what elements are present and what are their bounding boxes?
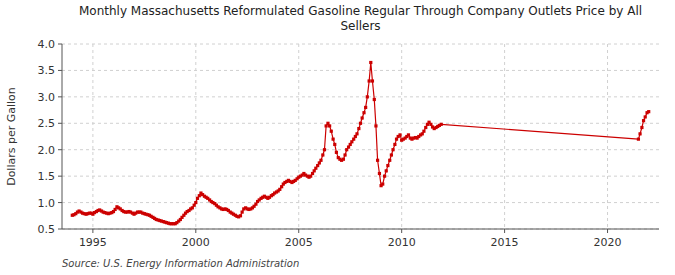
y-axis-label: Dollars per Gallon (5, 87, 18, 186)
x-tick (92, 229, 93, 233)
source-note: Source: U.S. Energy Information Administ… (62, 258, 299, 269)
y-tick-label: 1.0 (38, 197, 56, 210)
y-tick-label: 2.0 (38, 144, 56, 157)
y-tick-label: 1.5 (38, 170, 56, 183)
data-point (335, 151, 338, 154)
x-tick-label: 2015 (491, 236, 519, 249)
y-tick-label: 3.0 (38, 91, 56, 104)
x-tick (401, 229, 402, 233)
data-point (398, 133, 401, 136)
data-point (355, 132, 358, 135)
y-tick (58, 202, 62, 203)
x-axis-line (62, 229, 659, 230)
data-point (391, 148, 394, 151)
data-point (647, 110, 650, 113)
grid (62, 44, 659, 229)
y-axis-line (62, 44, 63, 229)
y-grid-line (62, 70, 659, 71)
axes: 0.5 1.0 1.5 2.0 2.5 3.0 3.5 4.0 1995 2000 2005 2010… (38, 38, 660, 249)
x-tick-label: 2000 (182, 236, 210, 249)
series (71, 61, 651, 225)
chart: Monthly Massachusetts Reformulated Gasol… (0, 0, 675, 275)
data-point (374, 124, 377, 127)
data-point (332, 138, 335, 141)
data-point (362, 111, 365, 114)
data-point (637, 138, 640, 141)
x-tick (607, 229, 608, 233)
x-tick-label: 2020 (594, 236, 622, 249)
x-grid-line (92, 44, 93, 229)
y-tick (58, 149, 62, 150)
data-point (424, 126, 427, 129)
data-point (381, 182, 384, 185)
data-point (328, 124, 331, 127)
data-point (368, 79, 371, 82)
x-grid-line (298, 44, 299, 229)
data-point (644, 115, 647, 118)
data-point (373, 98, 376, 101)
data-point (239, 214, 242, 217)
data-point (638, 132, 641, 135)
data-point (383, 175, 386, 178)
data-point (366, 95, 369, 98)
data-point (323, 148, 326, 151)
data-point (330, 130, 333, 133)
data-point (390, 153, 393, 156)
x-tick (504, 229, 505, 233)
data-point (364, 106, 367, 109)
y-tick (58, 229, 62, 230)
data-point (342, 158, 345, 161)
data-point (422, 130, 425, 133)
data-point (407, 133, 410, 136)
data-point (357, 127, 360, 130)
x-grid-line (504, 44, 505, 229)
data-point (194, 201, 197, 204)
data-point (321, 153, 324, 156)
y-tick-label: 2.5 (38, 117, 56, 130)
y-grid-line (62, 149, 659, 150)
y-tick (58, 44, 62, 45)
x-tick-label: 1995 (79, 236, 107, 249)
y-tick-label: 0.5 (38, 223, 56, 236)
data-point (440, 123, 443, 126)
y-tick-label: 4.0 (38, 38, 56, 51)
y-grid-line (62, 202, 659, 203)
data-point (241, 210, 244, 213)
data-point (369, 61, 372, 64)
price-line (72, 63, 648, 224)
data-point (376, 159, 379, 162)
data-point (642, 119, 645, 122)
y-grid-line (62, 96, 659, 97)
y-grid-line (62, 229, 659, 230)
y-grid-line (62, 176, 659, 177)
data-point (378, 172, 381, 175)
y-tick (58, 123, 62, 124)
y-tick (58, 70, 62, 71)
data-point (393, 143, 396, 146)
y-tick-label: 3.5 (38, 64, 56, 77)
data-point (386, 164, 389, 167)
data-point (319, 159, 322, 162)
data-point (361, 116, 364, 119)
data-point (388, 159, 391, 162)
data-point (371, 79, 374, 82)
x-tick-label: 2005 (285, 236, 313, 249)
data-point (343, 153, 346, 156)
x-tick (298, 229, 299, 233)
data-point (640, 126, 643, 129)
title: Monthly Massachusetts Reformulated Gasol… (79, 4, 642, 33)
data-point (333, 143, 336, 146)
y-tick (58, 176, 62, 177)
x-tick (195, 229, 196, 233)
data-point (385, 169, 388, 172)
x-tick-label: 2010 (388, 236, 416, 249)
y-grid-line (62, 44, 659, 45)
data-point (359, 122, 362, 125)
y-tick (58, 96, 62, 97)
